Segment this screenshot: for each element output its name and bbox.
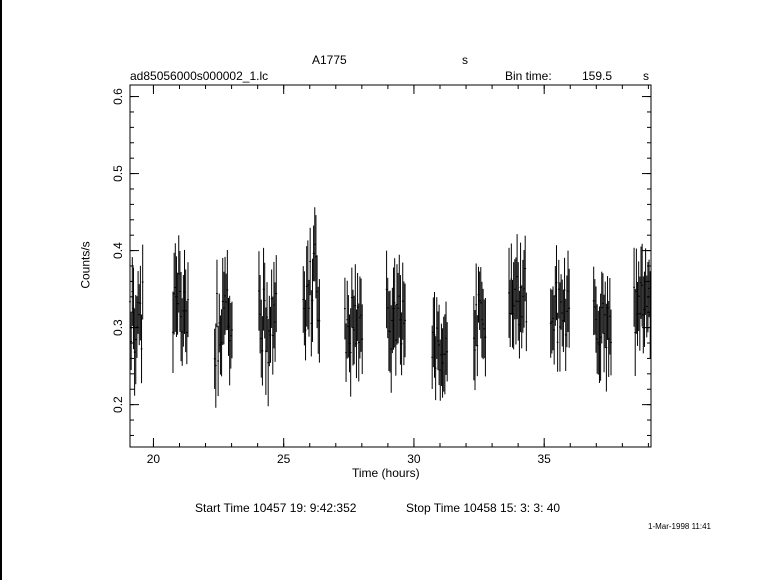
start-time: Start Time 10457 19: 9:42:352 xyxy=(195,501,357,515)
object-name: A1775 xyxy=(312,53,347,67)
bin-time-label: Bin time: xyxy=(505,69,552,83)
y-tick-label: 0.3 xyxy=(111,319,125,336)
x-axis-label: Time (hours) xyxy=(352,466,420,480)
x-tick-label: 20 xyxy=(147,452,161,466)
bin-time-unit: s xyxy=(643,69,649,83)
tick-labels: 20 25 30 35 0.2 0.3 0.4 0.5 0.6 xyxy=(111,88,551,466)
left-frame-border xyxy=(0,0,2,580)
plot-date: 1-Mar-1998 11:41 xyxy=(648,522,711,531)
plot-frame xyxy=(129,84,652,448)
major-ticks xyxy=(130,85,651,447)
data-points xyxy=(129,207,652,408)
y-tick-label: 0.4 xyxy=(111,242,125,259)
y-tick-label: 0.6 xyxy=(111,88,125,105)
bin-time-value: 159.5 xyxy=(582,69,613,83)
y-tick-label: 0.2 xyxy=(111,396,125,413)
file-name: ad85056000s000002_1.lc xyxy=(130,69,269,83)
stop-time: Stop Time 10458 15: 3: 3: 40 xyxy=(406,501,561,515)
y-tick-label: 0.5 xyxy=(111,165,125,182)
y-axis-label: Counts/s xyxy=(78,241,93,289)
x-tick-label: 35 xyxy=(538,452,552,466)
object-unit: s xyxy=(462,53,468,67)
x-tick-label: 30 xyxy=(407,452,421,466)
minor-ticks xyxy=(130,85,651,447)
x-tick-label: 25 xyxy=(277,452,291,466)
